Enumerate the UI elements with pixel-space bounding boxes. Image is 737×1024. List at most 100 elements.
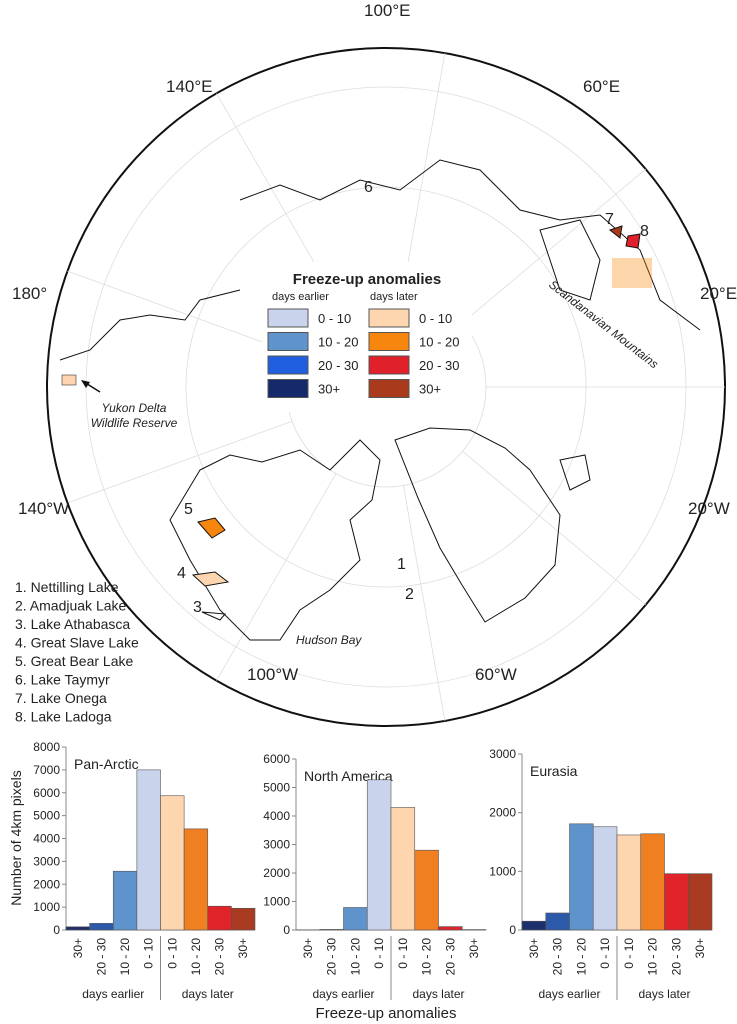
bar	[183, 828, 209, 931]
legend-swatch	[267, 355, 309, 375]
bar	[592, 826, 618, 931]
x-tick-label: 30+	[236, 938, 250, 958]
bar	[136, 769, 161, 931]
bar	[687, 873, 713, 931]
lake-list-item: 4. Great Slave Lake	[15, 635, 139, 651]
legend-label: 20 - 30	[419, 358, 459, 373]
legend-label: 0 - 10	[318, 311, 351, 326]
lake-list-item: 6. Lake Taymyr	[15, 672, 110, 688]
group-label: days earlier	[312, 987, 374, 1001]
legend-swatch	[267, 332, 309, 351]
x-tick-label: 10 - 20	[118, 938, 132, 976]
graticule-meridian	[66, 270, 293, 354]
lake-number: 3	[193, 599, 202, 616]
x-tick-label: 10 - 20	[348, 938, 362, 976]
lake-list-item: 2. Amadjuak Lake	[15, 598, 127, 614]
y-tick-label: 4000	[33, 832, 60, 846]
alaska-coast	[59, 289, 241, 361]
longitude-label: 60°W	[475, 665, 517, 684]
lake-number: 2	[405, 586, 414, 603]
lake-number: 8	[640, 223, 649, 240]
bar	[616, 834, 642, 931]
group-label: days earlier	[82, 987, 144, 1001]
legend-label: 30+	[419, 382, 441, 397]
y-tick-label: 2000	[33, 877, 60, 891]
y-tick-label: 2000	[263, 866, 290, 880]
y-tick-label: 8000	[33, 740, 60, 754]
longitude-label: 20°E	[700, 284, 737, 303]
x-tick-label: 10 - 20	[574, 938, 588, 976]
annotation: Yukon Delta Wildlife Reserve	[91, 401, 178, 430]
x-axis-title: Freeze-up anomalies	[316, 1005, 457, 1022]
x-tick-label: 0 - 10	[372, 938, 386, 969]
lake-list-item: 3. Lake Athabasca	[15, 616, 130, 632]
legend-swatch	[267, 379, 309, 398]
y-tick-label: 0	[53, 923, 60, 937]
greenland	[394, 427, 561, 623]
longitude-label: 60°E	[583, 77, 620, 96]
x-tick-label: 10 - 20	[189, 938, 203, 976]
legend-swatch	[368, 308, 410, 328]
lake-list-item: 5. Great Bear Lake	[15, 653, 134, 669]
graticule-meridian	[402, 52, 446, 289]
legend-label: 20 - 30	[318, 358, 358, 373]
bar	[664, 873, 689, 931]
bar	[545, 912, 570, 931]
annotation: Hudson Bay	[296, 633, 362, 647]
lake-list-item: 1. Nettilling Lake	[15, 579, 119, 595]
y-tick-label: 3000	[33, 854, 60, 868]
bar	[112, 870, 138, 931]
x-tick-label: 20 - 30	[669, 938, 683, 976]
x-tick-label: 0 - 10	[165, 938, 179, 969]
bar	[231, 907, 256, 931]
x-tick-label: 0 - 10	[142, 938, 156, 969]
bar	[207, 905, 232, 931]
bar	[160, 795, 185, 931]
lake-patch	[608, 225, 623, 239]
graticule-meridian	[215, 473, 337, 682]
graticule-meridian	[402, 485, 446, 722]
y-tick-label: 5000	[33, 809, 60, 823]
anomaly-cluster	[61, 374, 77, 386]
legend-swatch	[368, 379, 410, 398]
eurasia-coast	[239, 159, 701, 331]
lake-list-item: 7. Lake Onega	[15, 690, 107, 706]
x-tick-label: 20 - 30	[443, 938, 457, 976]
x-tick-label: 0 - 10	[622, 938, 636, 969]
y-tick-label: 1000	[263, 895, 290, 909]
x-tick-label: 20 - 30	[94, 938, 108, 976]
bar	[366, 779, 392, 931]
legend-swatch	[267, 308, 309, 328]
lake-number: 6	[364, 179, 373, 196]
longitude-label: 100°W	[247, 665, 298, 684]
x-tick-label: 30+	[527, 938, 541, 958]
longitude-label: 20°W	[688, 499, 730, 518]
lake-patch	[201, 611, 226, 621]
x-tick-label: 10 - 20	[646, 938, 660, 976]
iceland	[559, 454, 591, 491]
bar	[390, 807, 416, 931]
x-tick-label: 20 - 30	[551, 938, 565, 976]
bar	[343, 907, 368, 931]
y-tick-label: 0	[283, 923, 290, 937]
bar	[569, 823, 594, 931]
group-label: days later	[182, 987, 234, 1001]
y-tick-label: 3000	[489, 747, 516, 761]
y-tick-label: 7000	[33, 763, 60, 777]
lake-number: 4	[177, 565, 186, 582]
group-label: days earlier	[538, 987, 600, 1001]
legend-label: 0 - 10	[419, 311, 452, 326]
coastlines	[59, 159, 701, 641]
y-tick-label: 2000	[489, 806, 516, 820]
legend-label: 10 - 20	[419, 335, 459, 350]
y-tick-label: 5000	[263, 781, 290, 795]
y-tick-label: 6000	[263, 752, 290, 766]
anomaly-cluster	[612, 258, 652, 288]
lake-number: 7	[605, 211, 614, 228]
chart-title: Eurasia	[530, 763, 578, 779]
x-tick-label: 30+	[693, 938, 707, 958]
lake-patch	[625, 233, 641, 249]
legend-label: 10 - 20	[318, 335, 358, 350]
y-tick-label: 4000	[263, 809, 290, 823]
